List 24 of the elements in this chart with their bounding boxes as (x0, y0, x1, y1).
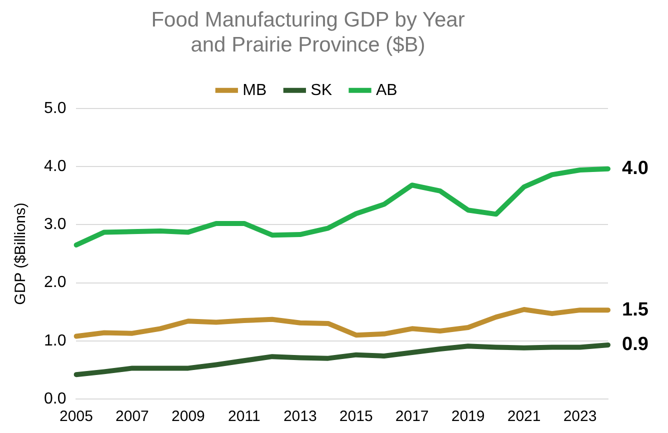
x-tick-label: 2005 (60, 408, 93, 426)
y-tick-label: 3.0 (44, 216, 66, 234)
x-tick-label: 2007 (116, 408, 149, 426)
text: 4.0 (622, 158, 648, 180)
x-tick-label: 2009 (172, 408, 205, 426)
x-tick-label: 2015 (339, 408, 373, 426)
legend-label: MB (242, 82, 267, 99)
y-tick-label: 2.0 (44, 274, 66, 292)
text: 0.9 (622, 334, 648, 356)
x-tick-label: 2021 (507, 408, 541, 426)
x-tick-label: 2017 (395, 408, 429, 426)
legend-label: AB (376, 82, 398, 99)
y-tick-label: 4.0 (44, 158, 66, 175)
x-tick-label: 2011 (228, 408, 260, 426)
legend-label: SK (310, 82, 332, 99)
y-axis-title: GDP ($Billions) (12, 202, 30, 305)
y-tick-label: 5.0 (44, 100, 66, 117)
x-tick-label: 2019 (451, 408, 485, 426)
chart-title: Food Manufacturing GDP by Year and Prairie Province ($B) (151, 8, 465, 57)
text: 1.5 (622, 299, 649, 320)
y-tick-label: 0.0 (44, 390, 66, 408)
y-tick-label: 1.0 (44, 332, 66, 350)
x-tick-label: 2023 (563, 408, 597, 426)
x-tick-label: 2013 (283, 408, 317, 426)
